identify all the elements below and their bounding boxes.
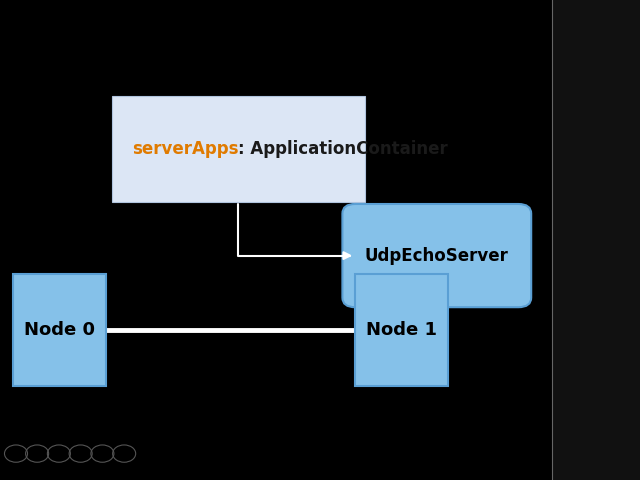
Text: UdpEchoServer: UdpEchoServer	[365, 247, 509, 264]
FancyBboxPatch shape	[342, 204, 531, 307]
FancyBboxPatch shape	[13, 274, 106, 386]
FancyBboxPatch shape	[355, 274, 448, 386]
FancyBboxPatch shape	[112, 96, 365, 202]
Text: Node 1: Node 1	[366, 321, 437, 339]
FancyBboxPatch shape	[552, 0, 640, 480]
Text: : ApplicationContainer: : ApplicationContainer	[239, 140, 448, 158]
Text: Node 0: Node 0	[24, 321, 95, 339]
Text: serverApps: serverApps	[132, 140, 239, 158]
